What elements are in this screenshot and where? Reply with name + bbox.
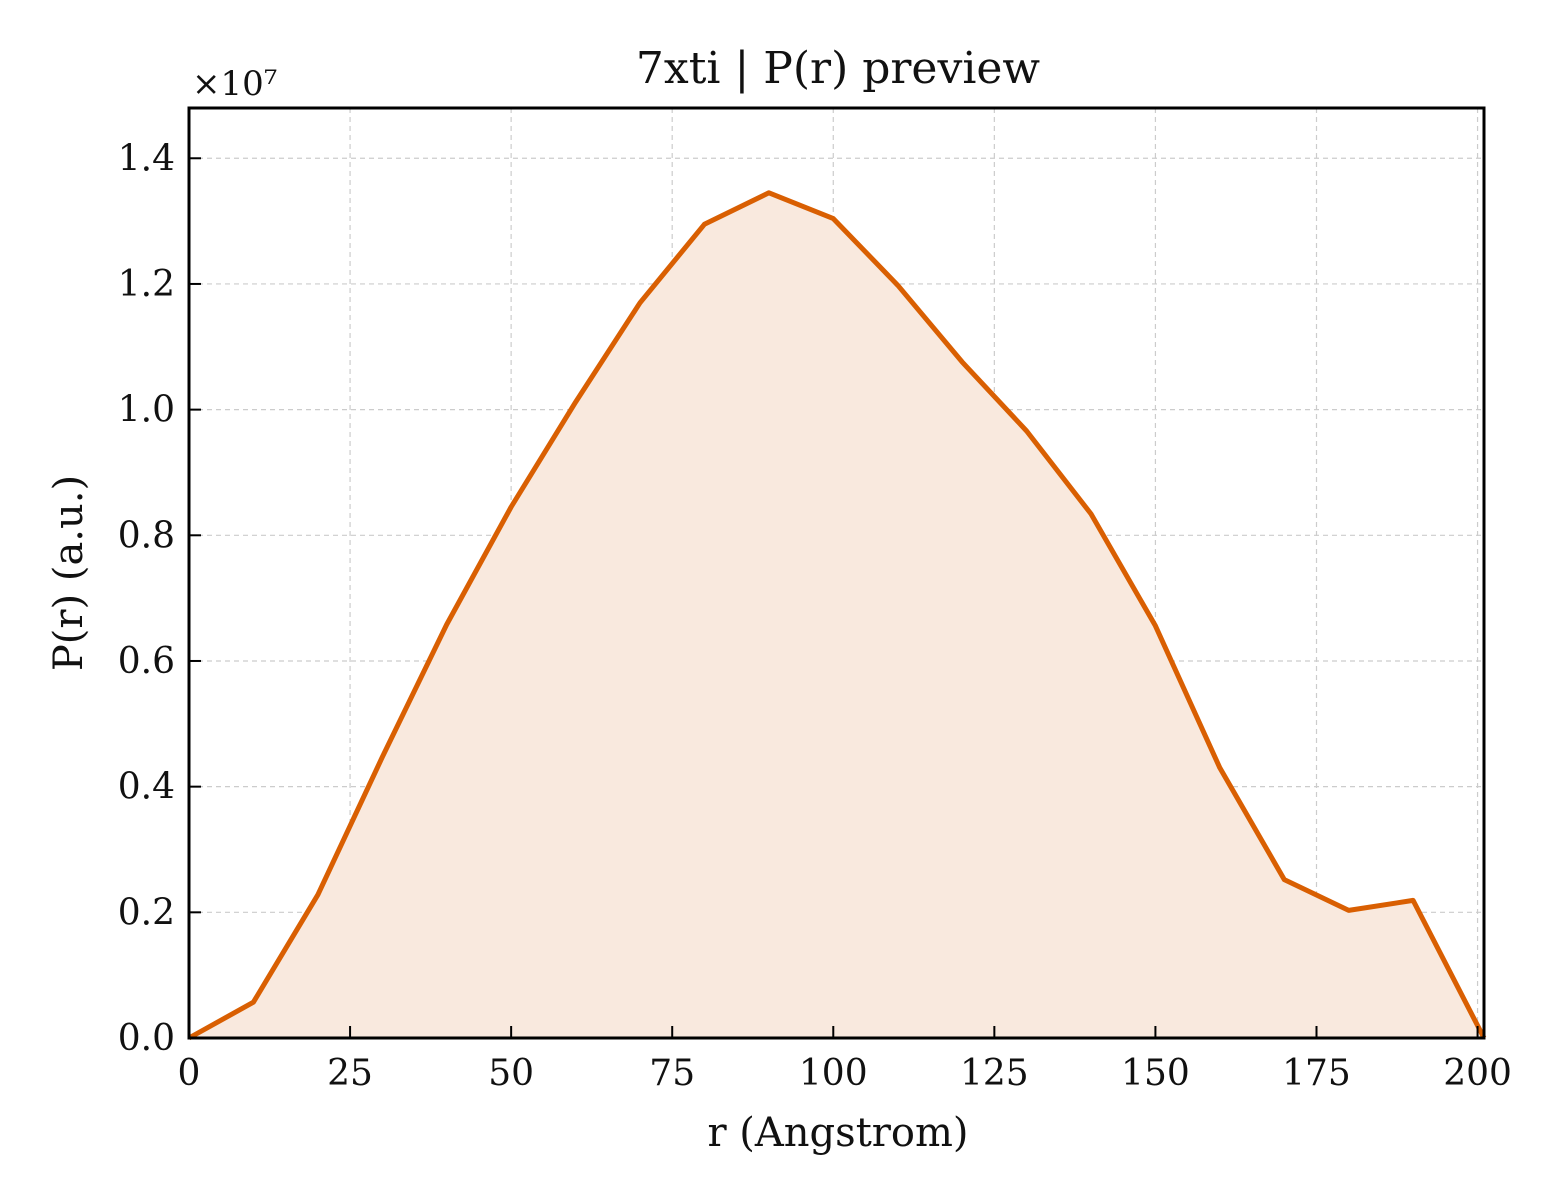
y-tick-label: 0.8 [118,515,175,556]
area-fill [189,192,1484,1039]
y-tick-labels: 0.0 0.2 0.4 0.6 0.8 1.0 1.2 1.4 [118,138,175,1059]
y-tick-label: 0.6 [118,641,175,682]
x-tick-label: 125 [960,1053,1029,1094]
x-tick-label: 200 [1443,1053,1512,1094]
x-tick-labels: 0 25 50 75 100 125 150 175 200 [178,1053,1512,1094]
chart-title: 7xti | P(r) preview [636,43,1041,94]
y-tick-label: 0.4 [118,767,175,808]
y-axis-label: P(r) (a.u.) [46,475,92,671]
x-tick-label: 25 [327,1053,373,1094]
y-tick-label: 1.4 [118,138,175,179]
series-line [187,190,1487,1041]
tick-marks [188,157,1479,1039]
plot-frame [187,106,1486,1040]
y-tick-label: 1.2 [118,264,175,305]
x-tick-label: 150 [1121,1053,1190,1094]
y-axis-offset-label: ×10⁷ [192,64,277,104]
y-tick-label: 0.0 [118,1018,175,1059]
y-tick-label: 1.0 [118,390,175,431]
x-tick-label: 175 [1282,1053,1351,1094]
x-tick-label: 50 [488,1053,534,1094]
x-axis-label: r (Angstrom) [707,1110,968,1156]
y-tick-label: 0.2 [118,892,175,933]
x-tick-label: 75 [649,1053,695,1094]
x-tick-label: 100 [799,1053,868,1094]
x-tick-label: 0 [178,1053,201,1094]
